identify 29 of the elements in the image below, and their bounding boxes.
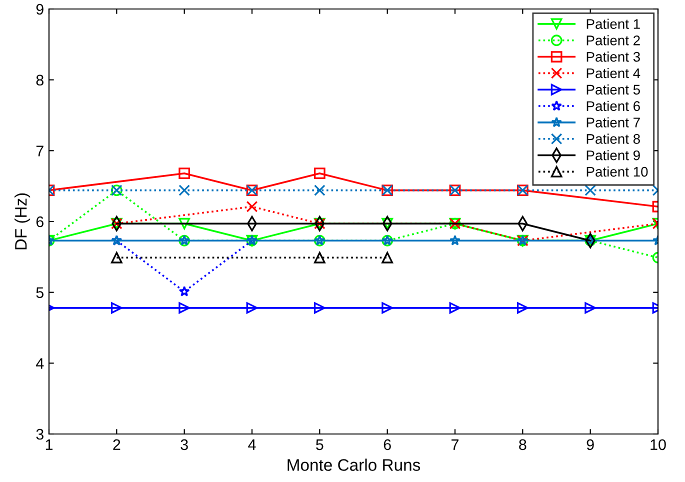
y-tick-label: 5 <box>36 287 44 298</box>
x-tick-label: 6 <box>384 439 391 450</box>
legend-label: Patient 10 <box>586 166 648 177</box>
legend-label: Patient 2 <box>586 35 640 46</box>
legend-label: Patient 9 <box>586 150 640 160</box>
x-tick-label: 10 <box>650 439 666 450</box>
x-tick-label: 4 <box>248 439 256 450</box>
x-tick-label: 2 <box>113 439 120 450</box>
legend-label: Patient 5 <box>586 84 640 95</box>
legend-label: Patient 1 <box>586 18 640 29</box>
x-tick-label: 1 <box>46 439 53 450</box>
legend-label: Patient 4 <box>586 68 640 78</box>
legend-label: Patient 6 <box>586 100 640 112</box>
x-tick-label: 8 <box>519 439 526 450</box>
y-tick-label: 4 <box>36 358 44 369</box>
y-tick-label: 3 <box>36 428 44 440</box>
y-tick-label: 8 <box>36 74 44 86</box>
legend-label: Patient 8 <box>586 134 640 144</box>
x-tick-label: 5 <box>316 439 324 450</box>
y-tick-label: 9 <box>36 4 44 15</box>
y-axis-title: DF (Hz) <box>14 193 30 250</box>
x-tick-label: 3 <box>180 439 188 450</box>
y-tick-label: 7 <box>36 146 44 156</box>
y-tick-label: 6 <box>36 216 44 228</box>
x-tick-label: 9 <box>586 439 594 450</box>
x-tick-label: 7 <box>452 439 458 450</box>
legend-label: Patient 3 <box>586 52 640 62</box>
legend-label: Patient 7 <box>586 117 640 128</box>
x-axis-title: Monte Carlo Runs <box>288 458 420 471</box>
